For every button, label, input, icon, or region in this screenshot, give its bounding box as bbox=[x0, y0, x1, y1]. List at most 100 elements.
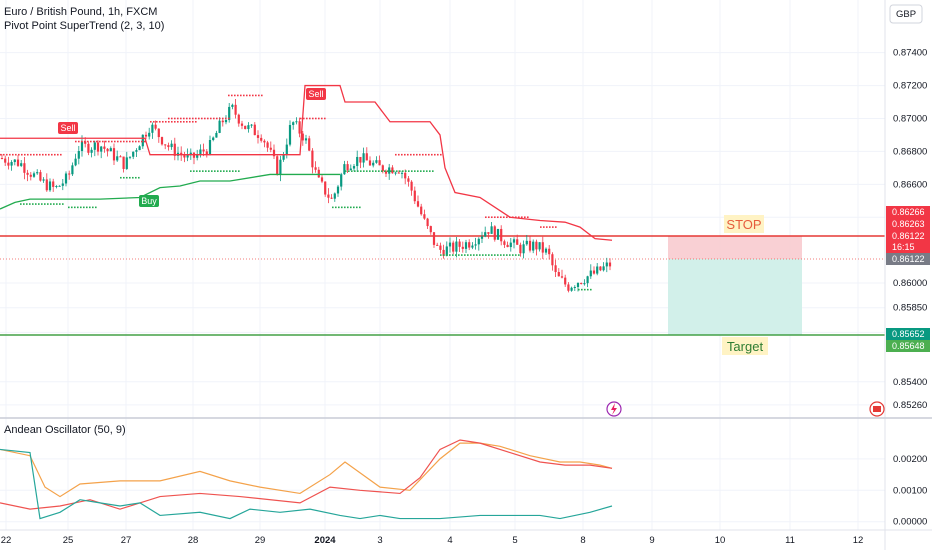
candle-body bbox=[535, 241, 538, 250]
pivot-dot bbox=[443, 254, 445, 256]
candle-body bbox=[484, 232, 487, 237]
candle-body bbox=[471, 245, 474, 248]
candle-body bbox=[436, 244, 439, 246]
pivot-dot bbox=[555, 226, 557, 228]
target-zone[interactable] bbox=[668, 259, 802, 335]
candle-body bbox=[413, 190, 416, 202]
pivot-dot bbox=[198, 117, 200, 120]
price-tick-label: 0.85260 bbox=[893, 400, 927, 411]
price-tag: 0.86263 bbox=[886, 218, 930, 230]
candle-body bbox=[375, 160, 378, 163]
candle-body bbox=[544, 248, 548, 253]
pivot-dot bbox=[99, 140, 101, 143]
candle-body bbox=[29, 174, 32, 177]
time-axis[interactable]: 22 25 27 28 29 2024 3 4 5 8 9 10 11 12 bbox=[1, 535, 864, 546]
target-label-bg bbox=[722, 337, 768, 355]
candle-body bbox=[218, 120, 221, 133]
pivot-dot bbox=[491, 216, 493, 219]
pivot-dot bbox=[249, 94, 251, 97]
stop-zone[interactable] bbox=[668, 236, 802, 259]
pivot-dot bbox=[414, 170, 416, 172]
candle-body bbox=[247, 125, 250, 130]
time-tick-label: 25 bbox=[63, 535, 74, 546]
pivot-dot bbox=[238, 170, 240, 172]
pivot-dot bbox=[524, 216, 526, 219]
pivot-dot bbox=[407, 153, 409, 156]
candle-body bbox=[285, 144, 288, 155]
pivot-dot bbox=[455, 254, 457, 256]
pivot-dot bbox=[42, 153, 44, 156]
stop-label: STOP bbox=[726, 217, 761, 232]
currency-button[interactable]: GBP bbox=[889, 4, 923, 24]
candle-body bbox=[154, 124, 157, 129]
candle-body bbox=[208, 140, 212, 155]
svg-text:0.85648: 0.85648 bbox=[892, 341, 925, 351]
pivot-dot bbox=[261, 94, 263, 97]
candle-body bbox=[16, 159, 20, 166]
candle-body bbox=[317, 169, 320, 178]
pivot-dot bbox=[426, 170, 428, 172]
candle-body bbox=[381, 165, 384, 172]
candle-body bbox=[138, 146, 141, 151]
candle-body bbox=[352, 166, 356, 169]
pivot-dot bbox=[347, 206, 349, 209]
time-tick-label: 3 bbox=[377, 535, 382, 546]
pivot-dot bbox=[464, 254, 466, 256]
candle-body bbox=[592, 270, 596, 274]
pivot-dot bbox=[150, 120, 152, 123]
pivot-dot bbox=[74, 206, 76, 209]
pivot-dot bbox=[432, 170, 434, 172]
pivot-dot bbox=[348, 170, 350, 172]
candle-body bbox=[308, 138, 311, 151]
pivot-dot bbox=[509, 254, 511, 256]
candle-body bbox=[448, 242, 452, 247]
pivot-dot bbox=[500, 254, 502, 256]
time-tick-label: 5 bbox=[512, 535, 517, 546]
candle-body bbox=[551, 254, 554, 266]
candle-body bbox=[13, 159, 16, 163]
pivot-dot bbox=[354, 170, 356, 172]
pivot-dot bbox=[89, 206, 91, 209]
calendar-event-icon[interactable] bbox=[869, 401, 885, 417]
candle-body bbox=[167, 145, 170, 148]
candle-body bbox=[394, 172, 397, 174]
candle-body bbox=[391, 167, 394, 174]
pivot-dot bbox=[45, 153, 47, 156]
pivot-dot bbox=[255, 94, 257, 97]
candle-body bbox=[327, 194, 330, 198]
pivot-dot bbox=[126, 176, 128, 179]
pivot-dot bbox=[186, 117, 188, 120]
pivot-dot bbox=[497, 254, 499, 256]
pivot-dot bbox=[168, 120, 170, 123]
pivot-dot bbox=[211, 170, 213, 172]
candle-body bbox=[455, 241, 458, 252]
pivot-dot bbox=[95, 206, 97, 209]
candle-body bbox=[282, 154, 285, 160]
pivot-dot bbox=[488, 216, 490, 219]
price-tick-label: 0.86000 bbox=[893, 278, 927, 289]
time-tick-label: 11 bbox=[785, 535, 795, 546]
pivot-dot bbox=[543, 226, 545, 228]
pivot-dot bbox=[171, 120, 173, 123]
pivot-dot bbox=[24, 153, 26, 156]
candle-body bbox=[71, 165, 74, 175]
candle-body bbox=[384, 171, 388, 174]
pivot-dot bbox=[387, 170, 389, 172]
pivot-dot bbox=[434, 153, 436, 156]
pivot-dot bbox=[108, 140, 110, 143]
pivot-dot bbox=[401, 153, 403, 156]
lightning-icon[interactable] bbox=[606, 401, 622, 417]
pivot-dot bbox=[20, 203, 22, 205]
pivot-dot bbox=[485, 254, 487, 256]
candle-body bbox=[503, 241, 506, 245]
candle-body bbox=[196, 154, 199, 158]
pivot-dot bbox=[177, 120, 179, 123]
pivot-dot bbox=[258, 94, 260, 97]
candle-body bbox=[522, 244, 525, 254]
candle-body bbox=[602, 266, 605, 271]
pivot-dot bbox=[174, 117, 176, 120]
candle-body bbox=[148, 132, 151, 137]
candle-body bbox=[272, 149, 276, 157]
candle-body bbox=[516, 239, 519, 245]
